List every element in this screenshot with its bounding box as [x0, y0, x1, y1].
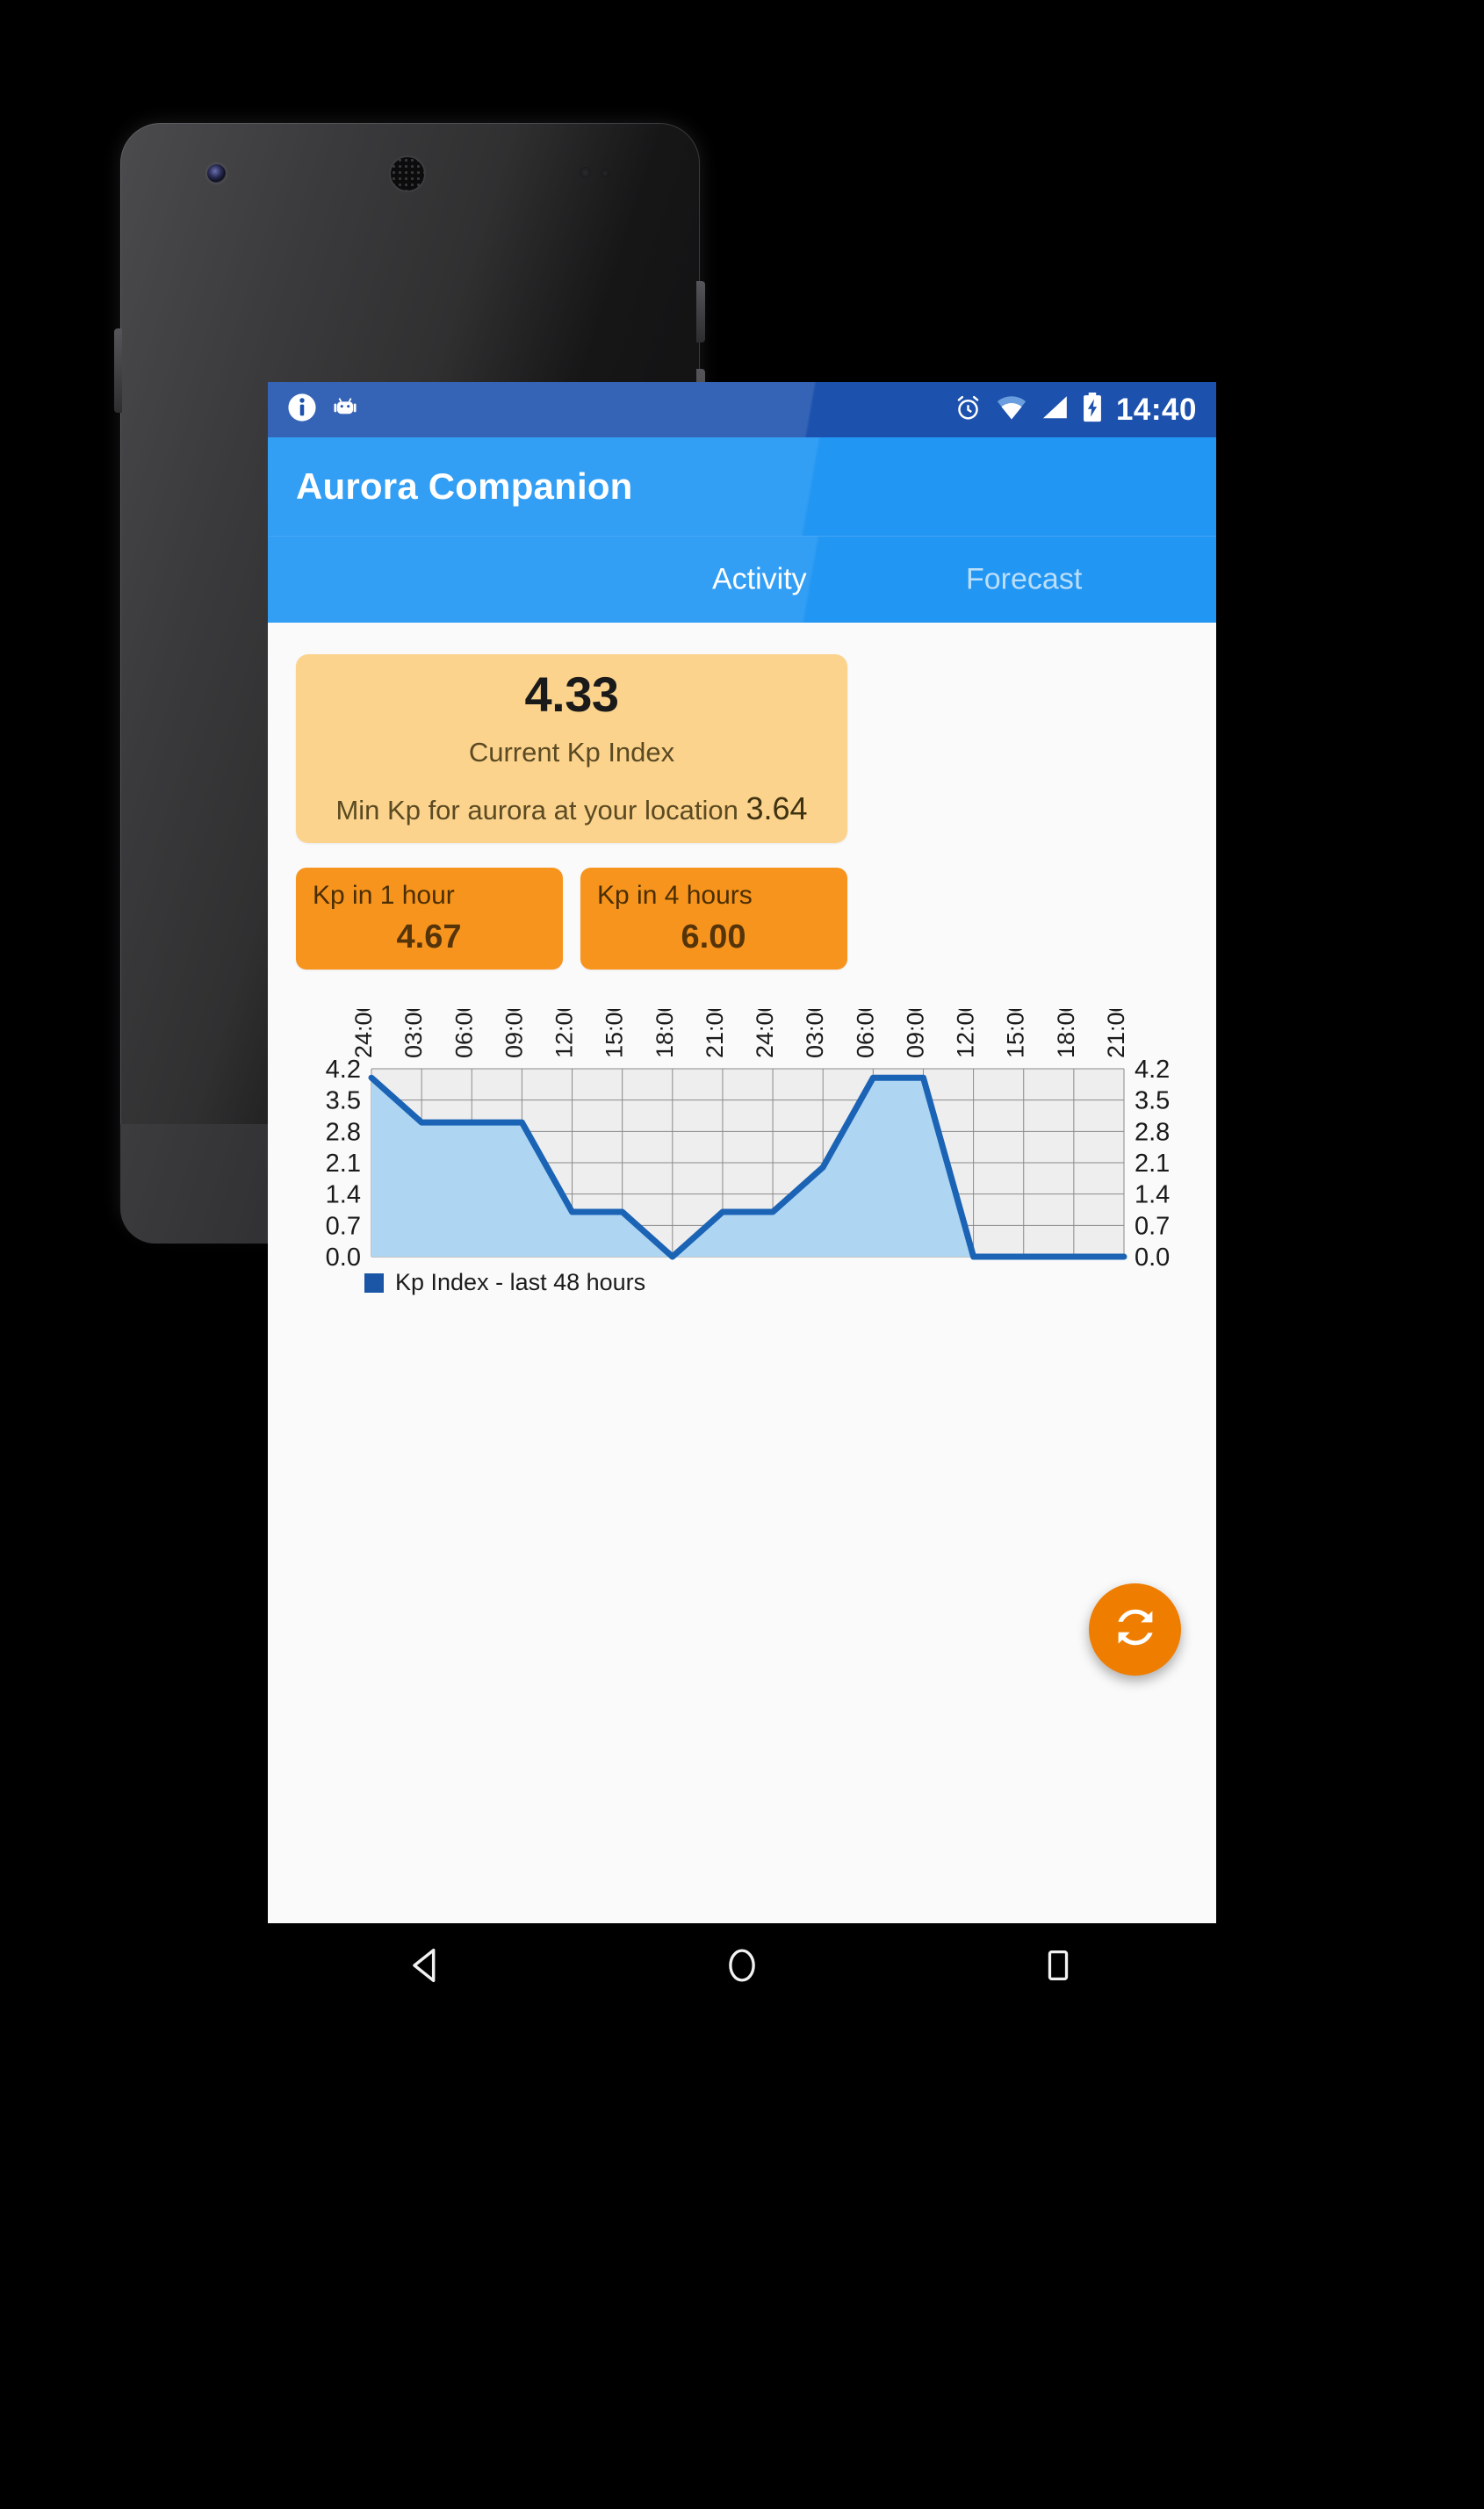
- status-bar: 14:40: [268, 382, 1216, 437]
- signal-icon: [1041, 394, 1069, 425]
- status-bar-system-icons: 14:40: [954, 393, 1197, 427]
- chart-legend: Kp Index - last 48 hours: [364, 1269, 645, 1296]
- nav-recents-button[interactable]: [1005, 1923, 1111, 2011]
- svg-text:2.1: 2.1: [326, 1150, 361, 1178]
- nav-home-button[interactable]: [689, 1923, 795, 2011]
- alarm-icon: [954, 393, 983, 427]
- min-kp-value: 3.64: [746, 790, 808, 826]
- home-circle-icon: [720, 1943, 764, 1992]
- kp-1hour-label: Kp in 1 hour: [313, 881, 455, 910]
- kp-history-chart[interactable]: 0.0 0.0 0.7 0.7 1.4 1.4 2.1 2.1 2.8 2.8 3.5 3.5 4.2 4…: [268, 1009, 1216, 1299]
- svg-text:2.8: 2.8: [1135, 1118, 1170, 1146]
- refresh-fab-button[interactable]: [1089, 1583, 1181, 1676]
- volume-button[interactable]: [114, 328, 122, 413]
- info-icon: [287, 393, 317, 427]
- svg-text:18:00: 18:00: [652, 1009, 678, 1058]
- app-bar: Aurora Companion: [268, 437, 1216, 537]
- svg-text:0.7: 0.7: [326, 1212, 361, 1240]
- min-kp-label: Min Kp for aurora at your location: [335, 795, 738, 826]
- current-kp-caption: Current Kp Index: [468, 737, 675, 768]
- svg-text:18:00: 18:00: [1053, 1009, 1079, 1058]
- recents-square-icon: [1039, 1946, 1077, 1989]
- svg-text:24:00: 24:00: [350, 1009, 377, 1058]
- svg-text:1.4: 1.4: [1135, 1181, 1170, 1209]
- min-kp-row: Min Kp for aurora at your location 3.64: [335, 790, 807, 827]
- svg-text:2.1: 2.1: [1135, 1150, 1170, 1178]
- kp-chart-svg: 0.0 0.0 0.7 0.7 1.4 1.4 2.1 2.1 2.8 2.8 3.5 3.5 4.2 4…: [326, 1009, 1171, 1272]
- svg-text:0.0: 0.0: [326, 1244, 361, 1272]
- android-nav-bar: [268, 1923, 1216, 2011]
- svg-text:24:00: 24:00: [752, 1009, 778, 1058]
- kp-1hour-card[interactable]: Kp in 1 hour 4.67: [296, 868, 563, 970]
- power-button[interactable]: [696, 281, 705, 342]
- current-kp-value: 4.33: [524, 667, 620, 722]
- svg-text:03:00: 03:00: [400, 1009, 427, 1058]
- tab-forecast[interactable]: Forecast: [966, 562, 1083, 596]
- svg-text:1.4: 1.4: [326, 1181, 361, 1209]
- kp-4hours-value: 6.00: [681, 919, 746, 955]
- earpiece-speaker-icon: [389, 155, 426, 192]
- nav-back-button[interactable]: [373, 1923, 479, 2011]
- legend-swatch-icon: [364, 1273, 384, 1293]
- svg-text:12:00: 12:00: [953, 1009, 979, 1058]
- tab-bar: Activity Forecast: [268, 537, 1216, 623]
- refresh-icon: [1111, 1603, 1160, 1656]
- svg-text:21:00: 21:00: [702, 1009, 728, 1058]
- kp-4hours-card[interactable]: Kp in 4 hours 6.00: [580, 868, 847, 970]
- svg-text:0.0: 0.0: [1135, 1244, 1170, 1272]
- svg-text:06:00: 06:00: [852, 1009, 878, 1058]
- back-triangle-icon: [403, 1943, 449, 1993]
- svg-text:3.5: 3.5: [1135, 1087, 1170, 1115]
- main-content: 4.33 Current Kp Index Min Kp for aurora …: [268, 623, 1216, 2011]
- svg-text:21:00: 21:00: [1103, 1009, 1129, 1058]
- battery-charging-icon: [1082, 393, 1103, 427]
- forecast-card-row: Kp in 1 hour 4.67 Kp in 4 hours 6.00: [296, 868, 847, 970]
- svg-text:4.2: 4.2: [1135, 1056, 1170, 1084]
- legend-label: Kp Index - last 48 hours: [395, 1269, 646, 1295]
- status-bar-notifications: [287, 393, 359, 427]
- svg-text:3.5: 3.5: [326, 1087, 361, 1115]
- kp-1hour-value: 4.67: [396, 919, 462, 955]
- current-kp-card[interactable]: 4.33 Current Kp Index Min Kp for aurora …: [296, 654, 847, 843]
- status-bar-clock: 14:40: [1115, 393, 1197, 427]
- svg-text:12:00: 12:00: [551, 1009, 578, 1058]
- svg-text:4.2: 4.2: [326, 1056, 361, 1084]
- light-sensor-icon: [601, 169, 609, 177]
- svg-text:15:00: 15:00: [602, 1009, 628, 1058]
- svg-text:03:00: 03:00: [802, 1009, 828, 1058]
- tab-activity[interactable]: Activity: [712, 562, 807, 596]
- svg-text:06:00: 06:00: [450, 1009, 477, 1058]
- svg-text:0.7: 0.7: [1135, 1212, 1170, 1240]
- app-title: Aurora Companion: [296, 465, 633, 507]
- svg-text:15:00: 15:00: [1003, 1009, 1029, 1058]
- proximity-sensor-icon: [580, 167, 591, 178]
- svg-text:09:00: 09:00: [902, 1009, 928, 1058]
- kp-4hours-label: Kp in 4 hours: [597, 881, 753, 910]
- svg-text:09:00: 09:00: [501, 1009, 527, 1058]
- phone-screen: 14:40 Aurora Companion Activity Forecast…: [268, 382, 1216, 2011]
- wifi-icon: [996, 394, 1027, 425]
- front-camera-icon: [207, 164, 226, 183]
- android-head-icon: [331, 393, 359, 426]
- svg-text:2.8: 2.8: [326, 1118, 361, 1146]
